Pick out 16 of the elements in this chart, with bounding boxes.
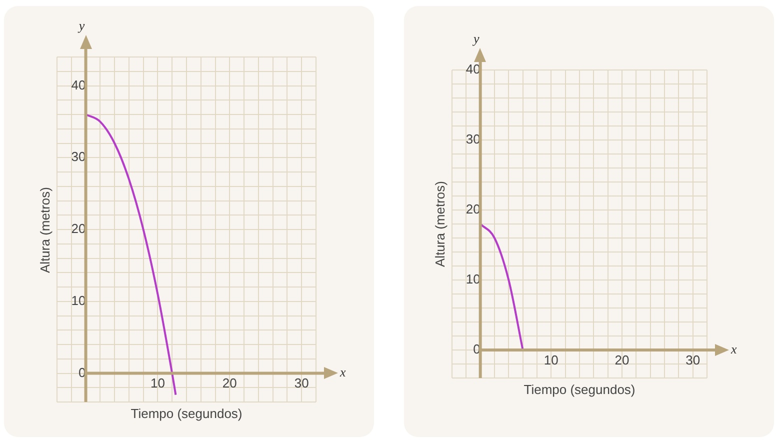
line-series <box>84 114 177 396</box>
text: x <box>339 364 346 380</box>
x-tick-label: 10 <box>150 376 165 391</box>
x-tick-label: 30 <box>686 352 700 368</box>
text: x <box>730 341 737 356</box>
x-axis-title: Tiempo (segundos) <box>130 406 242 421</box>
text: y <box>76 18 85 33</box>
text: y <box>471 30 480 46</box>
x-tick-label: 20 <box>222 376 237 391</box>
x-tick-label: 20 <box>614 352 630 368</box>
x-axis-title: Tiempo (segundos) <box>524 382 636 397</box>
x-tick-label: 30 <box>294 376 309 391</box>
y-axis-title: Altura (metros) <box>38 186 52 272</box>
y-axis-title: Altura (metros) <box>432 181 448 267</box>
line-series <box>479 223 524 351</box>
x-tick-label: 10 <box>544 352 558 368</box>
